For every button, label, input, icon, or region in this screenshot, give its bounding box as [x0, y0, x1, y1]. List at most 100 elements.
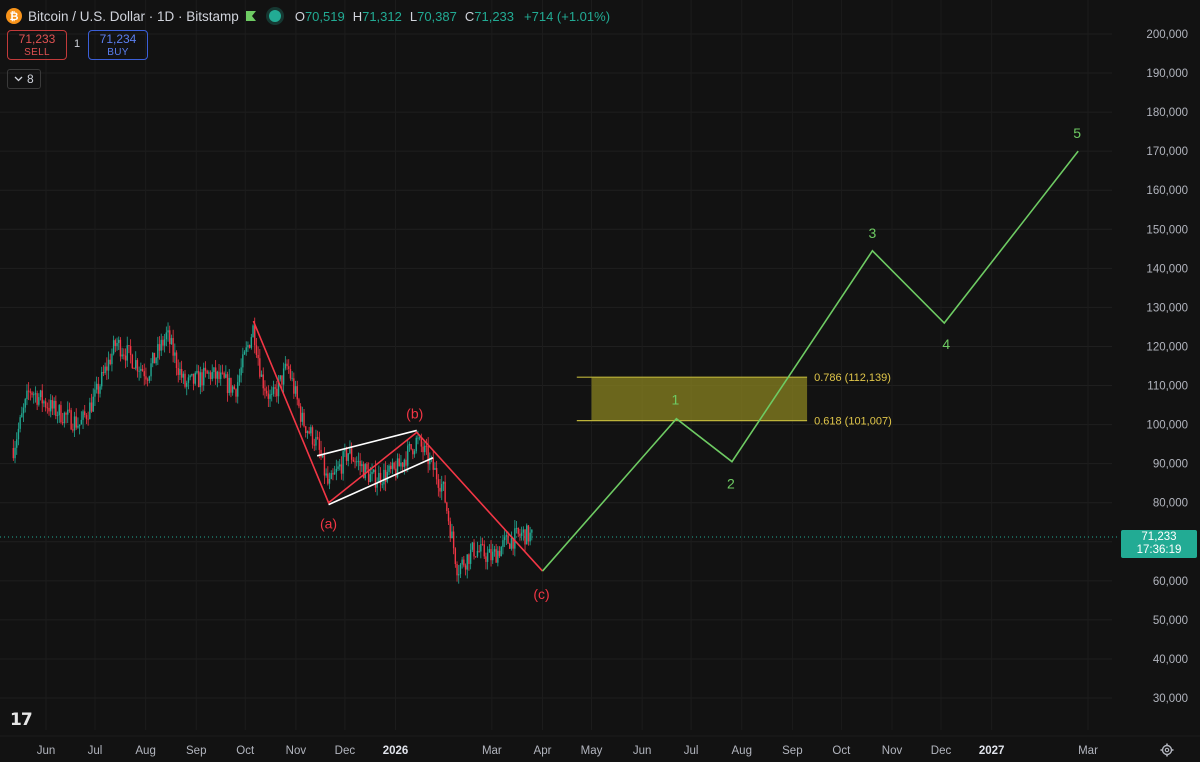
candle-body — [432, 457, 434, 470]
candle-body — [517, 527, 519, 534]
candle-body — [135, 360, 137, 369]
candle-body — [293, 378, 295, 394]
candle-body — [99, 386, 101, 394]
candle-body — [527, 525, 530, 542]
candle-body — [439, 487, 441, 492]
candle-body — [84, 411, 86, 416]
candle-body — [131, 355, 134, 369]
symbol-title[interactable]: Bitcoin / U.S. Dollar · 1D · Bitstamp — [28, 8, 239, 24]
candle-body — [466, 554, 468, 570]
candle-body — [473, 542, 475, 557]
candle-body — [415, 437, 417, 452]
impulse-wave-label: 4 — [942, 336, 950, 352]
gear-icon[interactable] — [1160, 743, 1174, 757]
price-tick-label: 110,000 — [1147, 381, 1188, 393]
candle-body — [492, 551, 494, 561]
candle-body — [138, 370, 140, 372]
candle-body — [175, 352, 178, 369]
candle-body — [208, 372, 210, 374]
candle-body — [182, 373, 185, 378]
candle-body — [495, 549, 497, 563]
price-tick-label: 190,000 — [1146, 68, 1188, 80]
candle-body — [469, 549, 472, 564]
candle-body — [38, 397, 40, 405]
flag-icon[interactable] — [245, 10, 257, 22]
ohlc-close: C71,233 — [464, 8, 515, 24]
candle-body — [401, 462, 404, 467]
candle-body — [68, 409, 71, 411]
candle-body — [488, 549, 491, 553]
candle-body — [41, 390, 43, 404]
candle-body — [327, 473, 329, 484]
candle-body — [306, 431, 309, 433]
last-price: 71,233 — [1141, 531, 1177, 543]
candle-body — [464, 565, 467, 570]
candle-body — [476, 550, 479, 557]
candle-body — [515, 527, 518, 529]
candle-body — [330, 473, 332, 479]
buy-label: BUY — [107, 47, 129, 58]
time-tick-label: Mar — [482, 745, 502, 757]
candle-body — [282, 368, 285, 385]
candle-body — [203, 367, 205, 386]
impulse-wave-label: 5 — [1073, 125, 1081, 141]
candle-body — [447, 510, 450, 522]
price-tick-label: 90,000 — [1153, 459, 1188, 471]
candle-body — [305, 426, 307, 433]
candle-body — [339, 464, 341, 467]
candle-body — [490, 549, 492, 561]
candle-body — [510, 537, 513, 549]
candle-body — [228, 377, 230, 393]
candle-body — [446, 502, 448, 511]
candle-body — [520, 532, 523, 536]
time-axis[interactable]: Jun Jul Aug Sep Oct Nov Dec 2026 Mar Apr May Jun Jul… — [37, 745, 1098, 757]
candle-body — [136, 360, 139, 372]
candle-body — [177, 368, 179, 375]
candle-body — [92, 396, 94, 412]
candle-body — [48, 407, 50, 412]
candle-body — [39, 390, 42, 398]
corrective-wave-label: (b) — [406, 405, 423, 421]
symbol-header: ₿ Bitcoin / U.S. Dollar · 1D · Bitstamp … — [6, 6, 610, 26]
chevron-down-icon — [14, 76, 23, 82]
price-tick-label: 140,000 — [1146, 263, 1188, 275]
candle-body — [328, 478, 331, 484]
candle-body — [364, 464, 366, 479]
candle-body — [340, 464, 343, 474]
tradingview-logo[interactable]: 17 — [10, 710, 33, 730]
candle-body — [230, 377, 232, 393]
candle-body — [481, 544, 484, 545]
candle-body — [398, 458, 400, 467]
candle-body — [376, 482, 378, 488]
time-tick-label: Mar — [1078, 745, 1098, 757]
fib-level-label: 0.618 (101,007) — [814, 416, 892, 428]
indicators-toggle[interactable]: 8 — [7, 69, 41, 89]
candle-body — [458, 574, 460, 576]
candle-body — [451, 531, 453, 539]
market-status-icon[interactable] — [268, 10, 281, 22]
candle-body — [444, 481, 446, 503]
time-tick-label: May — [581, 745, 603, 757]
candle-body — [146, 379, 149, 381]
corrective-wave-label: (a) — [320, 516, 337, 532]
candle-body — [384, 469, 387, 482]
candle-body — [461, 559, 463, 565]
candle-body — [325, 473, 327, 476]
candle-body — [298, 399, 300, 407]
candle-body — [274, 387, 276, 389]
candle-body — [526, 525, 528, 545]
bitcoin-icon: ₿ — [6, 8, 22, 24]
candle-body — [347, 453, 349, 461]
sell-button[interactable]: 71,233 SELL — [7, 30, 67, 60]
candle-body — [519, 533, 521, 536]
candle-body — [141, 368, 144, 372]
price-axis[interactable]: 30,00040,00050,00060,00070,00080,00090,0… — [1146, 29, 1188, 705]
candle-body — [51, 400, 54, 409]
candle-body — [112, 340, 115, 354]
buy-button[interactable]: 71,234 BUY — [88, 30, 148, 60]
candle-body — [180, 368, 183, 378]
candle-body — [390, 465, 392, 470]
candle-body — [265, 390, 268, 394]
candle-body — [408, 444, 411, 446]
